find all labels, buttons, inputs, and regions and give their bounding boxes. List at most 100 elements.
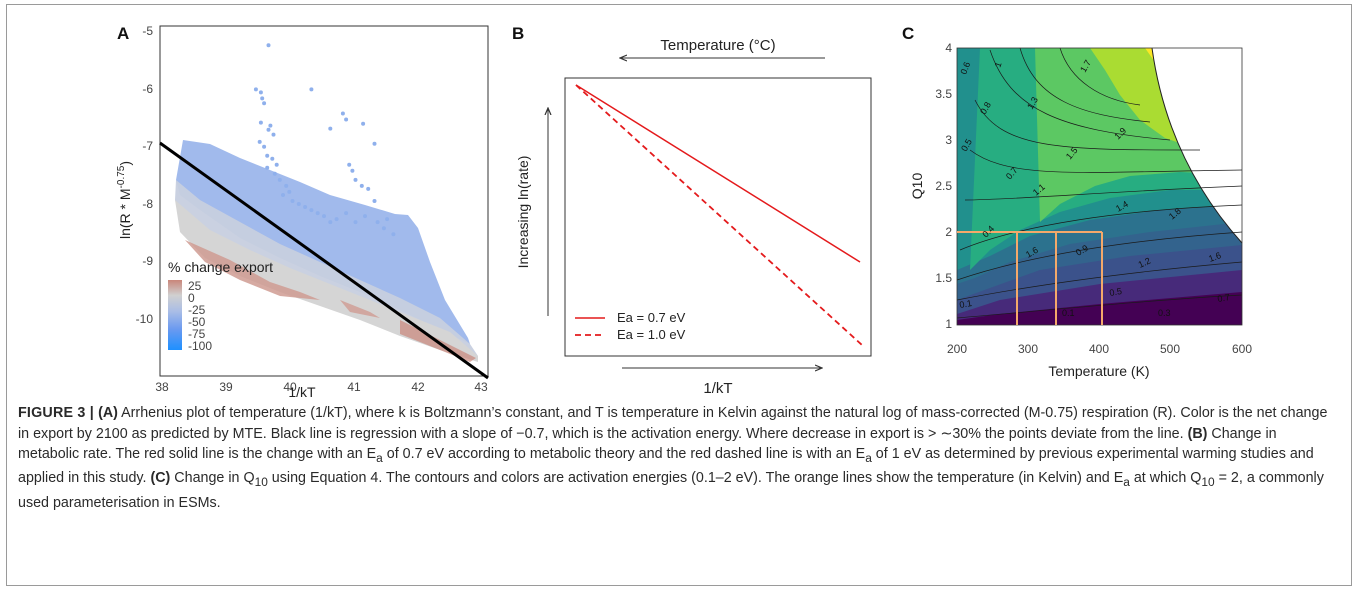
panel-c-y-ticks: 4 3.5 3 2.5 2 1.5 1: [935, 41, 952, 331]
x-tick: 42: [411, 380, 425, 394]
regression-line: [159, 141, 489, 380]
scatter-point: [328, 220, 333, 225]
contour-line: [956, 294, 1243, 319]
y-tick: -7: [142, 139, 153, 153]
y-tick: -10: [136, 312, 154, 326]
figure-frame: [6, 4, 1352, 586]
scatter-point: [262, 101, 267, 106]
subscript: 10: [254, 475, 268, 490]
scatter-point: [322, 214, 326, 219]
panel-a-legend: % change export 25 0 -25 -50 -75 -100: [168, 259, 273, 353]
panel-b-legend: Ea = 0.7 eV Ea = 1.0 eV: [575, 310, 686, 342]
contour-label: 0.3: [1158, 308, 1171, 318]
caption-c-text: at which Q: [1129, 470, 1202, 487]
cloud-band-red: [185, 240, 320, 300]
figure-panels: A -5 -6 -7 -8 -9 -10 38 39 40 41 42 43: [116, 20, 1260, 400]
panel-b-y-label: Increasing ln(rate): [515, 156, 531, 269]
y-tick: 3.5: [935, 87, 952, 101]
contour-label: 1.2: [1137, 255, 1153, 269]
caption-a-text: Arrhenius plot of temperature (1/kT), wh…: [18, 405, 1328, 442]
scatter-point: [268, 123, 273, 128]
panel-c: C: [902, 20, 1260, 400]
y-tick: -6: [142, 82, 153, 96]
x-tick: 400: [1089, 342, 1109, 356]
scatter-point: [366, 186, 371, 191]
y-tick: 1.5: [935, 271, 952, 285]
scatter-point: [262, 144, 267, 149]
panel-a-y-label: ln(R * M-0.75): [116, 161, 133, 239]
panel-a-outlier-points: [253, 43, 396, 237]
scatter-point: [266, 127, 271, 132]
x-tick: 43: [474, 380, 488, 394]
y-tick: 2.5: [935, 179, 952, 193]
contour-line: [956, 231, 1243, 281]
figure-caption: FIGURE 3 | (A) Arrhenius plot of tempera…: [18, 403, 1340, 513]
scatter-point: [334, 217, 339, 222]
line-ea-0-7: [575, 84, 861, 263]
x-tick: 41: [347, 380, 361, 394]
subscript: a: [1123, 475, 1130, 490]
scatter-point: [265, 153, 270, 158]
scatter-point: [260, 96, 265, 101]
scatter-point: [287, 189, 292, 194]
panel-c-x-ticks: 200 300 400 500 600: [947, 342, 1252, 356]
scatter-point: [340, 111, 345, 116]
y-label-close: ): [117, 161, 133, 166]
scatter-point: [347, 162, 352, 167]
scatter-point: [266, 43, 271, 48]
contour-line: [956, 261, 1243, 301]
scatter-point: [281, 193, 285, 197]
contour-label: 0.1: [959, 298, 973, 310]
panel-c-letter: C: [902, 24, 914, 43]
scatter-point: [372, 199, 377, 203]
scatter-point: [290, 199, 295, 203]
scatter-point: [385, 217, 390, 222]
scatter-point: [315, 211, 320, 216]
y-tick: -8: [142, 197, 153, 211]
panel-a-letter: A: [117, 24, 129, 43]
contour-line: [959, 204, 1243, 251]
contour-label: 0.7: [1217, 292, 1231, 304]
scatter-point: [270, 156, 275, 161]
caption-b-text: of 0.7 eV according to metabolic theory …: [382, 446, 866, 462]
line-ea-1-0: [575, 84, 863, 346]
legend-ea-1-0: Ea = 1.0 eV: [617, 327, 686, 342]
y-tick: 3: [945, 133, 952, 147]
caption-a-label: (A): [98, 405, 118, 421]
panel-b-top-label: Temperature (°C): [660, 37, 775, 54]
legend-label: 0: [188, 291, 195, 305]
y-tick: -5: [142, 24, 153, 38]
panel-a-x-label: 1/kT: [288, 384, 316, 400]
scatter-point: [350, 168, 355, 173]
scatter-point: [296, 202, 301, 206]
caption-c-label: (C): [150, 470, 171, 487]
panel-c-x-label: Temperature (K): [1048, 363, 1149, 379]
x-tick: 500: [1160, 342, 1180, 356]
x-tick: 39: [219, 380, 233, 394]
scatter-point: [271, 132, 276, 137]
scatter-point: [361, 121, 366, 126]
caption-b-label: (B): [1187, 425, 1208, 442]
panel-c-heatmap: [956, 20, 1260, 400]
scatter-point: [257, 139, 262, 144]
panel-a: A -5 -6 -7 -8 -9 -10 38 39 40 41 42 43: [116, 24, 489, 400]
scatter-point: [265, 165, 270, 170]
contour-line: [969, 149, 1243, 173]
scatter-point: [253, 87, 258, 92]
contour-line: [989, 49, 1171, 141]
contour-label: 1.6: [1207, 250, 1222, 264]
legend-colorbar: [168, 280, 182, 350]
contour-labels: 0.6 1 1.7 1.3 0.8 1.9 0.5 1.5 0.7 1.1 1.…: [958, 58, 1230, 318]
scatter-point: [391, 232, 396, 237]
y-tick: 2: [945, 225, 952, 239]
panel-c-y-label: Q10: [909, 173, 925, 200]
legend-label: -100: [188, 339, 212, 353]
y-tick: 4: [945, 41, 952, 55]
x-tick: 300: [1018, 342, 1038, 356]
scatter-point: [258, 90, 263, 95]
x-tick: 38: [155, 380, 169, 394]
scatter-point: [372, 141, 377, 146]
panel-b-letter: B: [512, 24, 524, 43]
boundary-contour: [1151, 47, 1243, 244]
scatter-point: [274, 162, 279, 167]
